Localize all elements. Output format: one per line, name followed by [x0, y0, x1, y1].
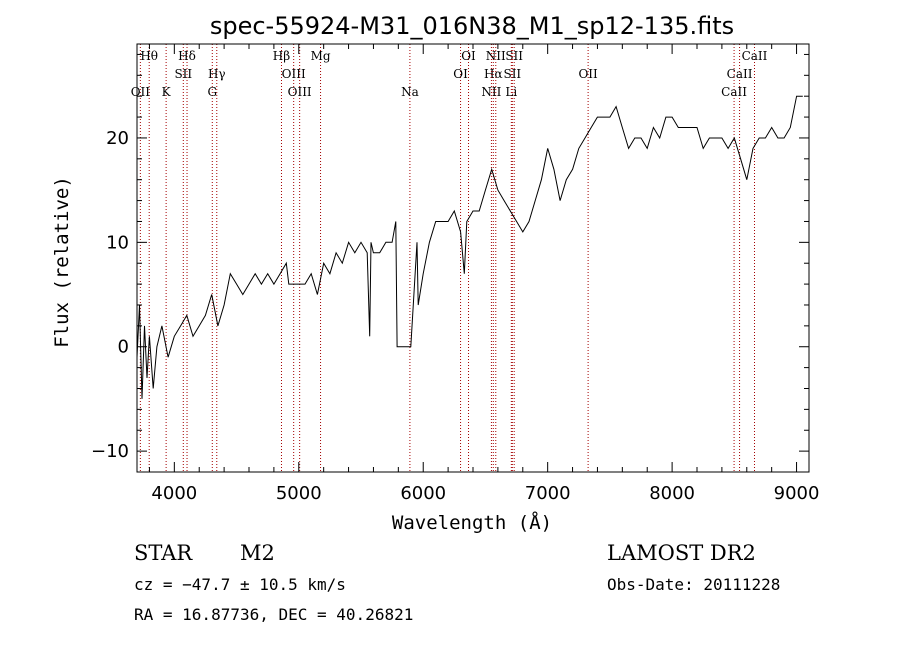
x-axis-label: Wavelength (Å): [392, 511, 552, 534]
line-marker-label-2: K: [162, 85, 172, 99]
line-marker-label-21: CaII: [742, 49, 768, 63]
line-marker-label-18: SII: [503, 67, 521, 81]
line-marker-label-19: Li: [505, 85, 517, 99]
survey-name: LAMOST DR2: [607, 541, 756, 565]
line-marker-label-23: CaII: [721, 85, 747, 99]
object-class: STAR: [134, 541, 193, 565]
line-marker-label-3: Hδ: [178, 49, 196, 63]
line-marker-label-11: Na: [401, 85, 419, 99]
x-tick-label-4000: 4000: [151, 483, 197, 504]
y-tick-label-0: 0: [118, 337, 129, 358]
line-marker-label-22: CaII: [727, 67, 753, 81]
x-tick-label-8000: 8000: [649, 483, 695, 504]
x-tick-label-5000: 5000: [276, 483, 322, 504]
line-marker-label-1: OII: [131, 85, 151, 99]
line-marker-label-14: NII: [486, 49, 506, 63]
line-marker-label-12: OI: [461, 49, 476, 63]
line-marker-label-6: G: [207, 85, 217, 99]
spectrum-info: STAR M2 LAMOST DR2 cz = −47.7 ± 10.5 km/…: [134, 541, 780, 624]
object-subclass: M2: [240, 541, 275, 565]
line-marker-label-16: NII: [481, 85, 501, 99]
line-marker-label-15: Hα: [484, 67, 503, 81]
spectrum-series: [136, 95, 803, 399]
y-axis-label: Flux (relative): [51, 176, 73, 348]
y-tick-label--10: −10: [91, 441, 129, 462]
chart-title: spec-55924-M31_016N38_M1_sp12-135.fits: [210, 12, 734, 40]
plot-frame: [136, 43, 810, 473]
line-marker-label-0: Hθ: [140, 49, 158, 63]
x-tick-label-9000: 9000: [774, 483, 820, 504]
line-marker-label-8: OIII: [282, 67, 306, 81]
axis-ticks: 4000 5000 6000 7000 8000 9000 −10 0 10 20: [91, 44, 819, 504]
y-tick-label-10: 10: [106, 232, 129, 253]
y-tick-label-20: 20: [106, 128, 129, 149]
emission-line-markers: Hθ OII K Hδ SII Hγ G Hβ OIII OIII Mg Na OI OI NII Hα NII…: [131, 44, 768, 472]
x-tick-label-7000: 7000: [525, 483, 571, 504]
line-marker-label-20: OII: [578, 67, 598, 81]
redshift-velocity: cz = −47.7 ± 10.5 km/s: [134, 575, 346, 594]
line-marker-label-9: OIII: [288, 85, 312, 99]
coordinates: RA = 16.87736, DEC = 40.26821: [134, 605, 413, 624]
x-tick-label-6000: 6000: [400, 483, 446, 504]
line-marker-label-10: Mg: [311, 49, 331, 63]
line-marker-label-5: Hγ: [208, 67, 226, 81]
line-marker-label-17: SII: [505, 49, 523, 63]
line-marker-label-13: OI: [453, 67, 468, 81]
line-marker-label-4: SII: [174, 67, 192, 81]
observation-date: Obs-Date: 20111228: [607, 575, 780, 594]
spectrum-series-line-0: [136, 95, 803, 399]
line-marker-label-7: Hβ: [273, 49, 290, 63]
